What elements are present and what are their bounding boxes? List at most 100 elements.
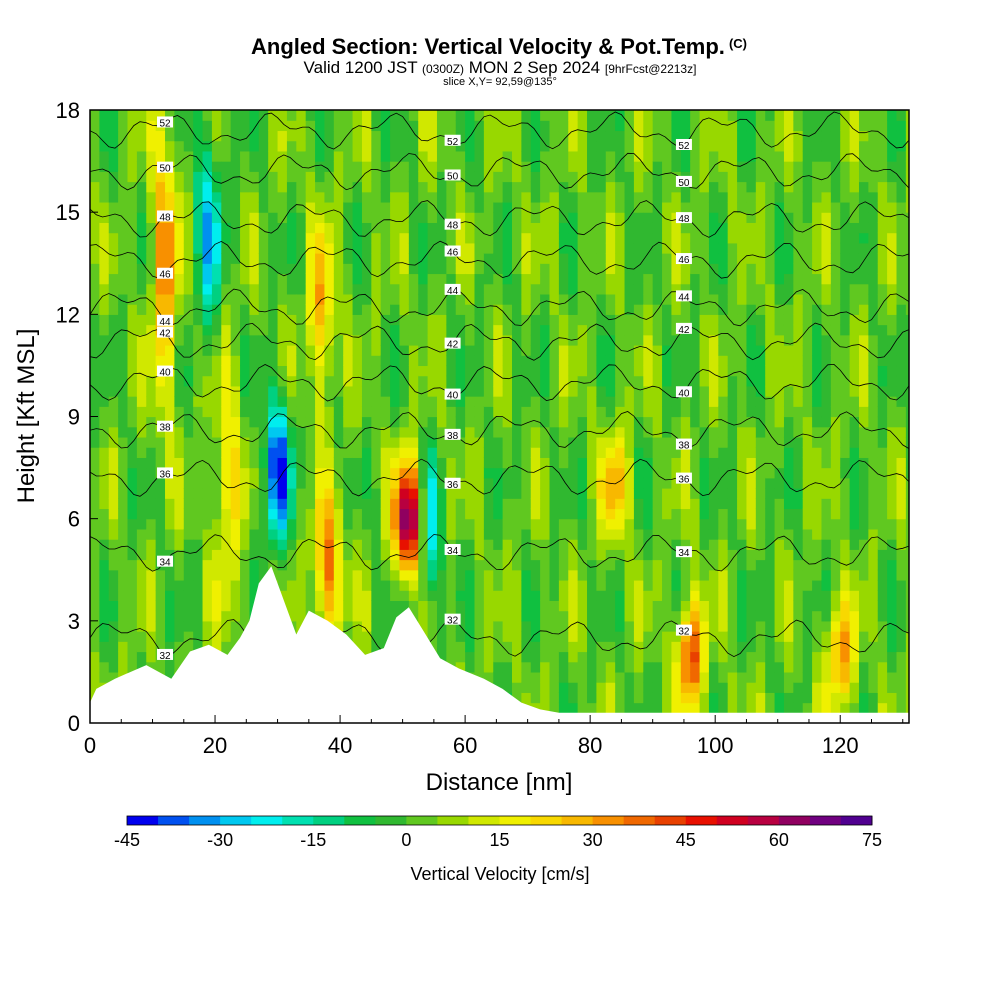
velocity-cell [230,488,241,499]
velocity-cell [774,671,785,683]
velocity-cell [812,528,823,540]
velocity-cell [662,161,673,172]
velocity-cell [361,385,372,397]
velocity-cell [418,447,429,458]
velocity-cell [258,130,269,142]
velocity-cell [718,610,729,622]
velocity-cell [521,253,532,264]
velocity-cell [783,508,794,520]
velocity-cell [840,477,851,489]
velocity-cell [371,426,382,438]
velocity-cell [333,293,344,305]
velocity-cell [690,365,701,377]
velocity-cell [230,447,241,458]
velocity-cell [136,273,147,285]
velocity-cell [221,477,232,489]
velocity-cell [840,263,851,275]
velocity-cell [436,324,447,336]
velocity-cell [146,293,157,305]
velocity-cell [211,508,222,520]
velocity-cell [755,263,766,275]
velocity-cell [868,661,879,673]
velocity-cell [174,273,185,285]
velocity-cell [221,457,232,469]
velocity-cell [427,191,438,203]
velocity-cell [427,436,438,448]
velocity-cell [624,600,635,612]
velocity-cell [624,641,635,653]
velocity-cell [718,620,729,632]
velocity-cell [436,549,447,561]
velocity-cell [662,436,673,448]
velocity-cell [474,201,485,213]
velocity-cell [540,314,551,326]
velocity-cell [765,467,776,479]
velocity-cell [268,232,279,244]
velocity-cell [361,201,372,213]
velocity-cell [680,110,691,121]
velocity-cell [793,110,804,121]
velocity-cell [127,549,138,561]
velocity-cell [662,477,673,489]
velocity-cell [202,344,213,356]
velocity-cell [830,426,841,438]
velocity-cell [530,283,541,295]
velocity-cell [737,253,748,264]
velocity-cell [802,222,813,234]
velocity-cell [315,304,326,315]
velocity-cell [633,161,644,172]
velocity-cell [436,212,447,223]
velocity-cell [268,528,279,540]
velocity-cell [783,314,794,326]
velocity-cell [540,120,551,132]
velocity-cell [699,682,710,693]
velocity-cell [418,150,429,162]
velocity-cell [652,242,663,254]
velocity-cell [483,539,494,550]
velocity-cell [746,508,757,520]
velocity-cell [146,212,157,223]
velocity-cell [108,477,119,489]
velocity-cell [680,661,691,673]
velocity-cell [183,273,194,285]
velocity-cell [577,631,588,642]
velocity-cell [390,171,401,183]
velocity-cell [793,120,804,132]
velocity-cell [436,467,447,479]
velocity-cell [530,181,541,193]
velocity-cell [671,447,682,458]
velocity-cell [605,293,616,305]
velocity-cell [605,426,616,438]
velocity-cell [718,355,729,367]
velocity-cell [390,375,401,387]
velocity-cell [108,518,119,530]
velocity-cell [840,161,851,172]
velocity-cell [708,651,719,663]
velocity-cell [502,140,513,152]
velocity-cell [474,539,485,550]
velocity-cell [305,508,316,520]
velocity-cell [840,702,851,714]
velocity-cell [755,232,766,244]
velocity-cell [615,590,626,601]
velocity-cell [821,365,832,377]
velocity-cell [587,110,598,121]
velocity-cell [812,508,823,520]
velocity-cell [258,140,269,152]
velocity-cell [108,314,119,326]
velocity-cell [202,355,213,367]
velocity-cell [549,436,560,448]
velocity-cell [427,549,438,561]
velocity-cell [202,324,213,336]
velocity-cell [230,620,241,632]
velocity-cell [512,283,522,295]
velocity-cell [436,528,447,540]
velocity-cell [587,661,598,673]
velocity-cell [390,539,401,550]
velocity-cell [408,130,419,142]
velocity-cell [783,150,794,162]
velocity-cell [858,355,869,367]
velocity-cell [436,426,447,438]
velocity-cell [258,355,269,367]
velocity-cell [408,110,419,121]
